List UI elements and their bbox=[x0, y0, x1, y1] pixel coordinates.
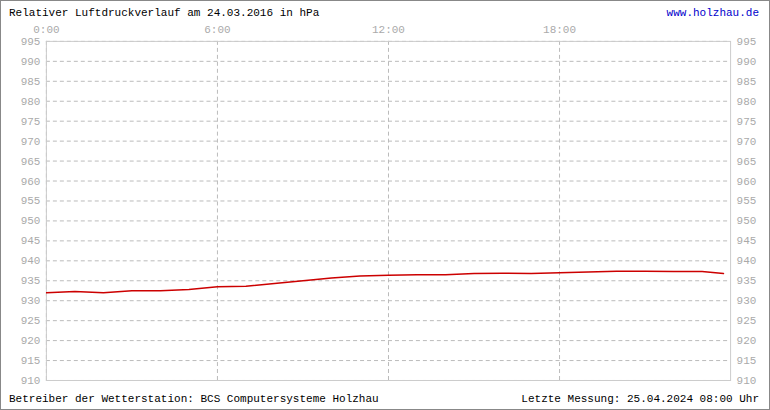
svg-text:910: 910 bbox=[21, 375, 41, 387]
svg-text:950: 950 bbox=[737, 215, 757, 227]
html-text:Letzte Messung: 25.04.2024 08:: Letzte Messung: 25.04.2024 08:00 Uhr bbox=[521, 393, 759, 405]
svg-text:960: 960 bbox=[737, 176, 757, 188]
svg-text:995: 995 bbox=[737, 36, 757, 48]
svg-text:910: 910 bbox=[737, 375, 757, 387]
html-text:Relativer Luftdruckverlauf am: Relativer Luftdruckverlauf am 24.03.2016… bbox=[9, 7, 320, 19]
svg-text:950: 950 bbox=[21, 215, 41, 227]
svg-text:985: 985 bbox=[737, 76, 757, 88]
svg-text:930: 930 bbox=[21, 295, 41, 307]
svg-text:915: 915 bbox=[21, 355, 41, 367]
svg-text:930: 930 bbox=[737, 295, 757, 307]
svg-text:975: 975 bbox=[737, 116, 757, 128]
svg-text:990: 990 bbox=[737, 56, 757, 68]
svg-text:995: 995 bbox=[21, 36, 41, 48]
svg-text:945: 945 bbox=[21, 235, 41, 247]
svg-text:985: 985 bbox=[21, 76, 41, 88]
svg-text:945: 945 bbox=[737, 235, 757, 247]
svg-text:965: 965 bbox=[737, 156, 757, 168]
svg-text:980: 980 bbox=[737, 96, 757, 108]
svg-text:955: 955 bbox=[737, 195, 757, 207]
svg-text:940: 940 bbox=[737, 255, 757, 267]
svg-text:980: 980 bbox=[21, 96, 41, 108]
svg-text:970: 970 bbox=[737, 136, 757, 148]
svg-text:0:00: 0:00 bbox=[33, 24, 59, 36]
svg-text:925: 925 bbox=[21, 315, 41, 327]
svg-text:12:00: 12:00 bbox=[372, 24, 405, 36]
html-text:Betreiber der Wetterstation: B: Betreiber der Wetterstation: BCS Compute… bbox=[9, 393, 379, 405]
svg-text:6:00: 6:00 bbox=[204, 24, 230, 36]
svg-text:955: 955 bbox=[21, 195, 41, 207]
svg-text:915: 915 bbox=[737, 355, 757, 367]
svg-text:920: 920 bbox=[21, 335, 41, 347]
svg-text:960: 960 bbox=[21, 176, 41, 188]
svg-text:990: 990 bbox=[21, 56, 41, 68]
svg-text:965: 965 bbox=[21, 156, 41, 168]
svg-text:920: 920 bbox=[737, 335, 757, 347]
svg-text:970: 970 bbox=[21, 136, 41, 148]
svg-text:18:00: 18:00 bbox=[543, 24, 576, 36]
svg-text:975: 975 bbox=[21, 116, 41, 128]
html-text:www.holzhau.de: www.holzhau.de bbox=[666, 7, 759, 19]
svg-text:925: 925 bbox=[737, 315, 757, 327]
svg-text:935: 935 bbox=[737, 275, 757, 287]
svg-text:935: 935 bbox=[21, 275, 41, 287]
svg-text:940: 940 bbox=[21, 255, 41, 267]
